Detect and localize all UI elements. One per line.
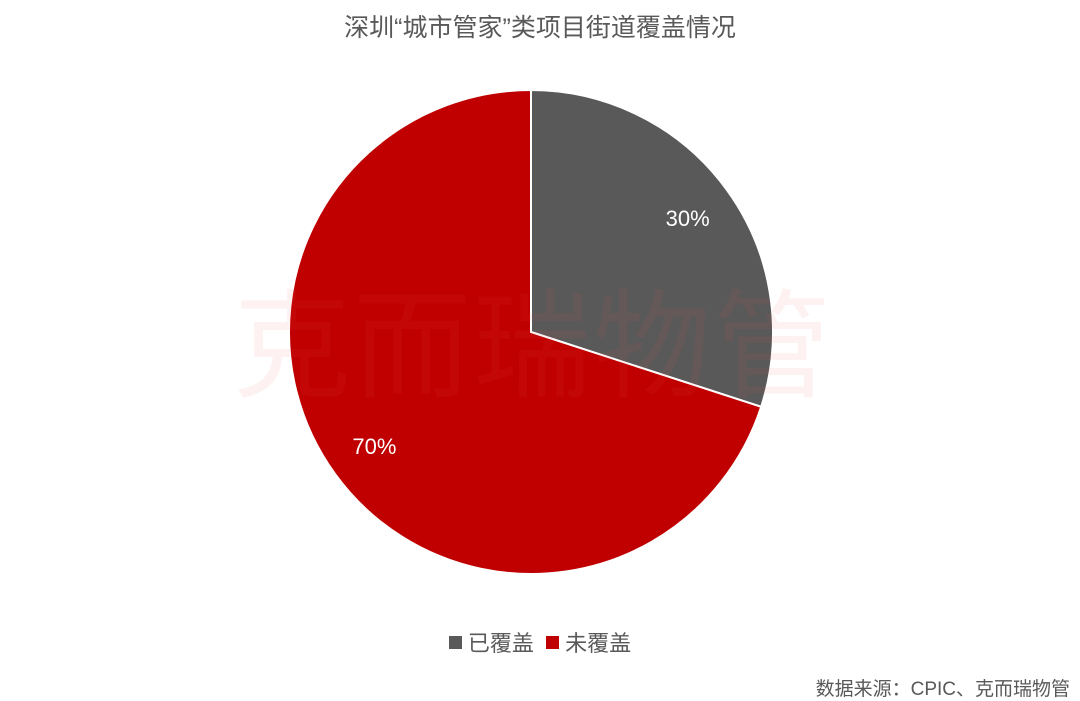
data-label-covered: 30% bbox=[666, 206, 710, 231]
legend-swatch-covered bbox=[448, 635, 462, 649]
legend-label-uncovered: 未覆盖 bbox=[565, 631, 632, 656]
data-label-uncovered: 70% bbox=[352, 434, 396, 459]
legend-item-uncovered: 未覆盖 bbox=[546, 626, 631, 658]
watermark: 克而瑞物管 bbox=[233, 278, 833, 416]
pie-slice-uncovered bbox=[288, 88, 763, 575]
chart-title: 深圳“城市管家”类项目街道覆盖情况 bbox=[344, 14, 736, 42]
legend: 已覆盖 未覆盖 bbox=[0, 626, 1080, 658]
pie-slice-covered bbox=[530, 88, 774, 409]
legend-item-covered: 已覆盖 bbox=[448, 626, 534, 658]
legend-label-covered: 已覆盖 bbox=[467, 631, 534, 656]
legend-swatch-uncovered bbox=[546, 635, 560, 649]
source-note: 数据来源：CPIC、克而瑞物管 bbox=[815, 679, 1070, 700]
